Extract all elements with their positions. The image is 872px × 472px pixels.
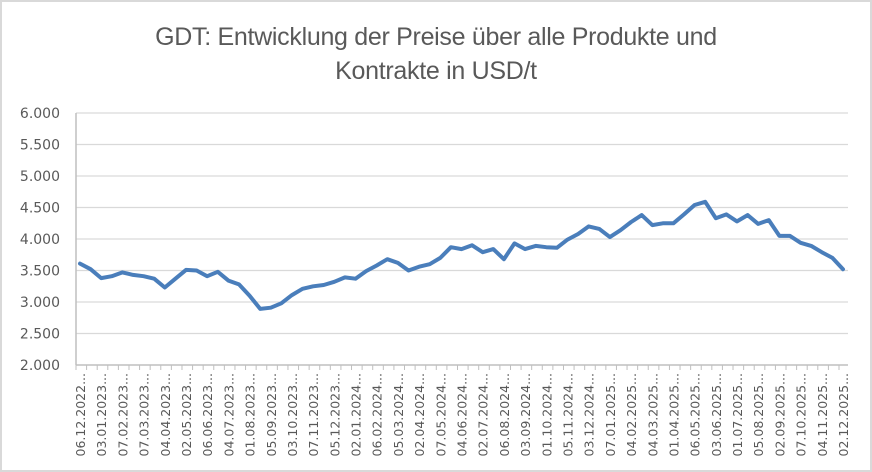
x-tick-label: 04.11.2025... [815, 373, 830, 457]
x-tick-label: 01.07.2025... [730, 373, 745, 457]
chart-title-line-1: GDT: Entwicklung der Preise über alle Pr… [155, 23, 717, 51]
y-tick-label: 6.000 [20, 106, 60, 122]
x-tick-label: 07.01.2025... [603, 373, 618, 457]
y-tick-label: 4.000 [20, 232, 60, 248]
x-tick-label: 01.04.2025... [666, 373, 681, 457]
x-tick-label: 02.12.2025... [836, 373, 851, 457]
x-tick-label: 05.12.2023... [327, 373, 342, 457]
y-tick-label: 5.500 [20, 138, 60, 154]
x-tick-label: 04.07.2023... [221, 373, 236, 457]
y-tick-label: 2.000 [20, 358, 60, 374]
x-tick-label: 06.02.2024... [370, 373, 385, 457]
x-tick-label: 05.08.2025... [751, 373, 766, 457]
y-tick-label: 5.000 [20, 169, 60, 185]
y-tick-label: 3.000 [20, 295, 60, 311]
x-tick-label: 01.08.2023... [243, 373, 258, 457]
x-tick-label: 07.03.2023... [137, 373, 152, 457]
y-axis: 2.000 2.500 3.000 3.500 4.000 4.500 5.000 5.500… [20, 106, 77, 374]
x-tick-label: 06.08.2024... [497, 373, 512, 457]
x-tick-label: 05.03.2024... [391, 373, 406, 457]
x-tick-label: 03.09.2024... [518, 373, 533, 457]
x-tick-label: 06.05.2025... [688, 373, 703, 457]
x-tick-label: 02.07.2024... [476, 373, 491, 457]
x-tick-label: 02.01.2024... [349, 373, 364, 457]
x-tick-label: 06.06.2023... [200, 373, 215, 457]
chart-title-line-2: Kontrakte in USD/t [335, 57, 537, 85]
x-tick-label: 03.06.2025... [709, 373, 724, 457]
x-tick-label: 04.04.2023... [158, 373, 173, 457]
x-tick-label: 06.12.2022... [73, 373, 88, 457]
x-tick-label: 04.03.2025... [645, 373, 660, 457]
chart-title: GDT: Entwicklung der Preise über alle Pr… [0, 20, 872, 88]
x-tick-label: 03.01.2023... [94, 373, 109, 457]
y-tick-label: 4.500 [20, 201, 60, 217]
x-tick-label: 02.05.2023... [179, 373, 194, 457]
x-tick-label: 07.10.2025... [794, 373, 809, 457]
x-tick-label: 03.10.2023... [285, 373, 300, 457]
x-tick-label: 07.11.2023... [306, 373, 321, 457]
x-tick-label: 03.12.2024... [582, 373, 597, 457]
x-tick-label: 02.09.2025... [772, 373, 787, 457]
x-tick-label: 07.02.2023... [115, 373, 130, 457]
x-tick-label: 05.09.2023... [264, 373, 279, 457]
y-tick-label: 3.500 [20, 264, 60, 280]
price-series-line [78, 199, 845, 311]
x-tick-label: 02.04.2024... [412, 373, 427, 457]
x-tick-label: 01.10.2024... [539, 373, 554, 457]
gridlines [76, 112, 848, 335]
x-tick-label: 04.06.2024... [455, 373, 470, 457]
y-tick-label: 2.500 [20, 327, 60, 343]
x-tick-label: 04.02.2025... [624, 373, 639, 457]
x-axis: 06.12.2022... 03.01.2023... 07.02.2023... 0… [73, 364, 851, 457]
x-tick-label: 07.05.2024... [433, 373, 448, 457]
x-tick-label: 05.11.2024... [560, 373, 575, 457]
